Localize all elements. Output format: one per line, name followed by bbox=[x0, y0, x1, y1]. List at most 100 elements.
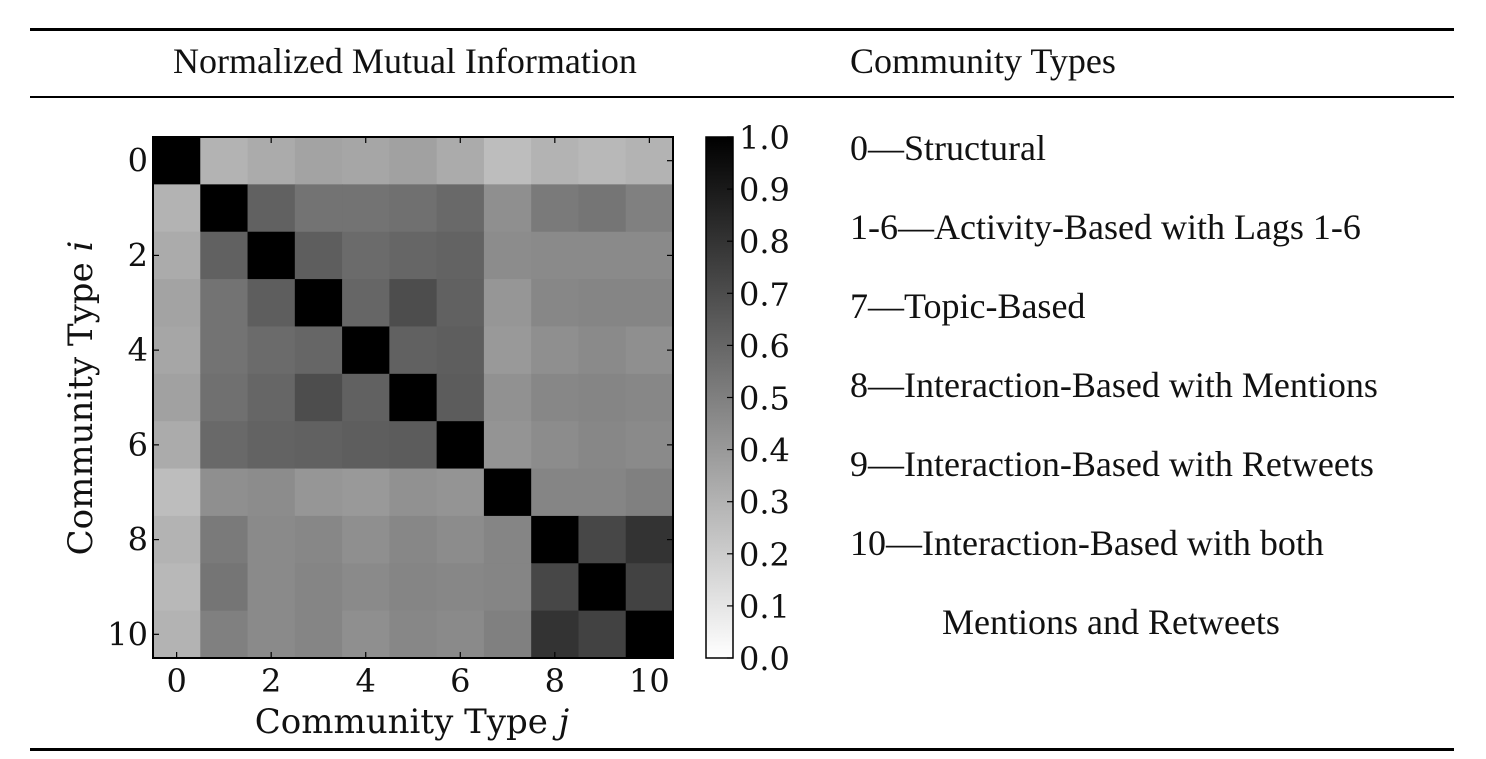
heatmap-cell bbox=[578, 421, 627, 470]
heatmap-cell bbox=[342, 610, 390, 659]
heatmap-cell bbox=[153, 563, 201, 612]
heatmap-cell bbox=[531, 610, 580, 659]
heatmap-cell bbox=[483, 421, 532, 470]
heatmap-cell bbox=[200, 231, 249, 280]
heatmap-cell bbox=[294, 468, 343, 517]
legend-item: 0—Structural bbox=[850, 128, 1046, 168]
heatmap-cell bbox=[200, 373, 249, 422]
heatmap-cell bbox=[436, 279, 485, 328]
heatmap-cell bbox=[578, 373, 627, 422]
heatmap-cell bbox=[153, 231, 201, 280]
heatmap-cell bbox=[578, 279, 627, 328]
heatmap-cell bbox=[200, 515, 249, 564]
legend-item: 10—Interaction-Based with both bbox=[850, 523, 1324, 563]
colorbar-tick-label: 0.1 bbox=[739, 588, 790, 626]
heatmap-cell bbox=[294, 421, 343, 470]
heatmap-cell bbox=[247, 610, 296, 659]
legend-item: 9—Interaction-Based with Retweets bbox=[850, 444, 1374, 484]
heatmap-cell bbox=[153, 326, 201, 375]
y-tick-label: 10 bbox=[107, 615, 148, 653]
heatmap-cell bbox=[483, 563, 532, 612]
x-tick-label: 8 bbox=[545, 662, 565, 700]
heatmap-cell bbox=[342, 421, 390, 470]
heatmap-cell bbox=[578, 184, 627, 233]
heatmap-cell bbox=[389, 610, 438, 659]
colorbar-tick-label: 0.5 bbox=[739, 380, 790, 418]
colorbar-tick-label: 0.0 bbox=[739, 640, 790, 678]
heatmap-cell bbox=[153, 610, 201, 659]
heatmap-cell bbox=[483, 515, 532, 564]
heatmap-cell bbox=[342, 373, 390, 422]
column-header-nmi: Normalized Mutual Information bbox=[173, 41, 637, 81]
heatmap-cell bbox=[389, 279, 438, 328]
colorbar-tick-label: 1.0 bbox=[739, 119, 790, 157]
heatmap-cell bbox=[342, 231, 390, 280]
heatmap-cell bbox=[342, 184, 390, 233]
heatmap-cell bbox=[153, 137, 201, 185]
heatmap-cell bbox=[436, 231, 485, 280]
heatmap-cell bbox=[625, 515, 674, 564]
x-tick-label: 10 bbox=[629, 662, 670, 700]
top-rule bbox=[30, 28, 1454, 31]
heatmap-cell bbox=[294, 279, 343, 328]
heatmap-cell bbox=[625, 468, 674, 517]
heatmap-cell bbox=[436, 421, 485, 470]
heatmap-cell bbox=[153, 373, 201, 422]
heatmap-cell bbox=[625, 326, 674, 375]
heatmap-cell bbox=[247, 515, 296, 564]
heatmap-cell bbox=[483, 279, 532, 328]
header-rule bbox=[30, 96, 1454, 98]
heatmap-cell bbox=[389, 563, 438, 612]
y-axis-label: Community Type i bbox=[61, 241, 101, 556]
y-tick-label: 8 bbox=[128, 521, 148, 559]
heatmap-cell bbox=[625, 610, 674, 659]
heatmap-cell bbox=[153, 279, 201, 328]
x-tick-label: 2 bbox=[261, 662, 281, 700]
heatmap-cell bbox=[531, 279, 580, 328]
colorbar-tick-label: 0.9 bbox=[739, 171, 790, 209]
heatmap-cell bbox=[389, 137, 438, 185]
heatmap-cell bbox=[483, 610, 532, 659]
heatmap-cell bbox=[342, 326, 390, 375]
legend-item-continuation: Mentions and Retweets bbox=[942, 602, 1280, 642]
colorbar-tick-label: 0.8 bbox=[739, 223, 790, 261]
heatmap-cell bbox=[483, 373, 532, 422]
heatmap-cell bbox=[436, 137, 485, 185]
heatmap-cell bbox=[578, 137, 627, 185]
heatmap-cell bbox=[578, 563, 627, 612]
heatmap-cell bbox=[200, 279, 249, 328]
heatmap-cell bbox=[625, 563, 674, 612]
heatmap-cell bbox=[247, 421, 296, 470]
heatmap-cell bbox=[531, 373, 580, 422]
heatmap-cell bbox=[389, 184, 438, 233]
heatmap-cell bbox=[531, 137, 580, 185]
heatmap-cell bbox=[578, 326, 627, 375]
colorbar-tick-label: 0.2 bbox=[739, 536, 790, 574]
colorbar-tick-label: 0.4 bbox=[739, 432, 790, 470]
heatmap-cell bbox=[483, 468, 532, 517]
heatmap-cell bbox=[578, 610, 627, 659]
heatmap-cell bbox=[436, 373, 485, 422]
y-tick-label: 2 bbox=[128, 236, 148, 274]
heatmap-cell bbox=[200, 610, 249, 659]
heatmap-cell bbox=[578, 231, 627, 280]
legend-item: 8—Interaction-Based with Mentions bbox=[850, 365, 1378, 405]
heatmap-cell bbox=[247, 279, 296, 328]
heatmap-cell bbox=[389, 373, 438, 422]
heatmap-cell bbox=[247, 326, 296, 375]
heatmap-cell bbox=[436, 610, 485, 659]
heatmap-cell bbox=[531, 468, 580, 517]
heatmap-cell bbox=[531, 231, 580, 280]
legend-item: 7—Topic-Based bbox=[850, 286, 1086, 326]
heatmap-cell bbox=[294, 563, 343, 612]
heatmap-cell bbox=[625, 231, 674, 280]
heatmap-cell bbox=[342, 563, 390, 612]
heatmap-cell bbox=[436, 563, 485, 612]
heatmap-cell bbox=[200, 184, 249, 233]
heatmap-cell bbox=[342, 279, 390, 328]
legend-item: 1-6—Activity-Based with Lags 1-6 bbox=[850, 207, 1361, 247]
heatmap-cell bbox=[294, 515, 343, 564]
heatmap-cell bbox=[247, 137, 296, 185]
heatmap-cell bbox=[483, 231, 532, 280]
heatmap-cell bbox=[531, 326, 580, 375]
